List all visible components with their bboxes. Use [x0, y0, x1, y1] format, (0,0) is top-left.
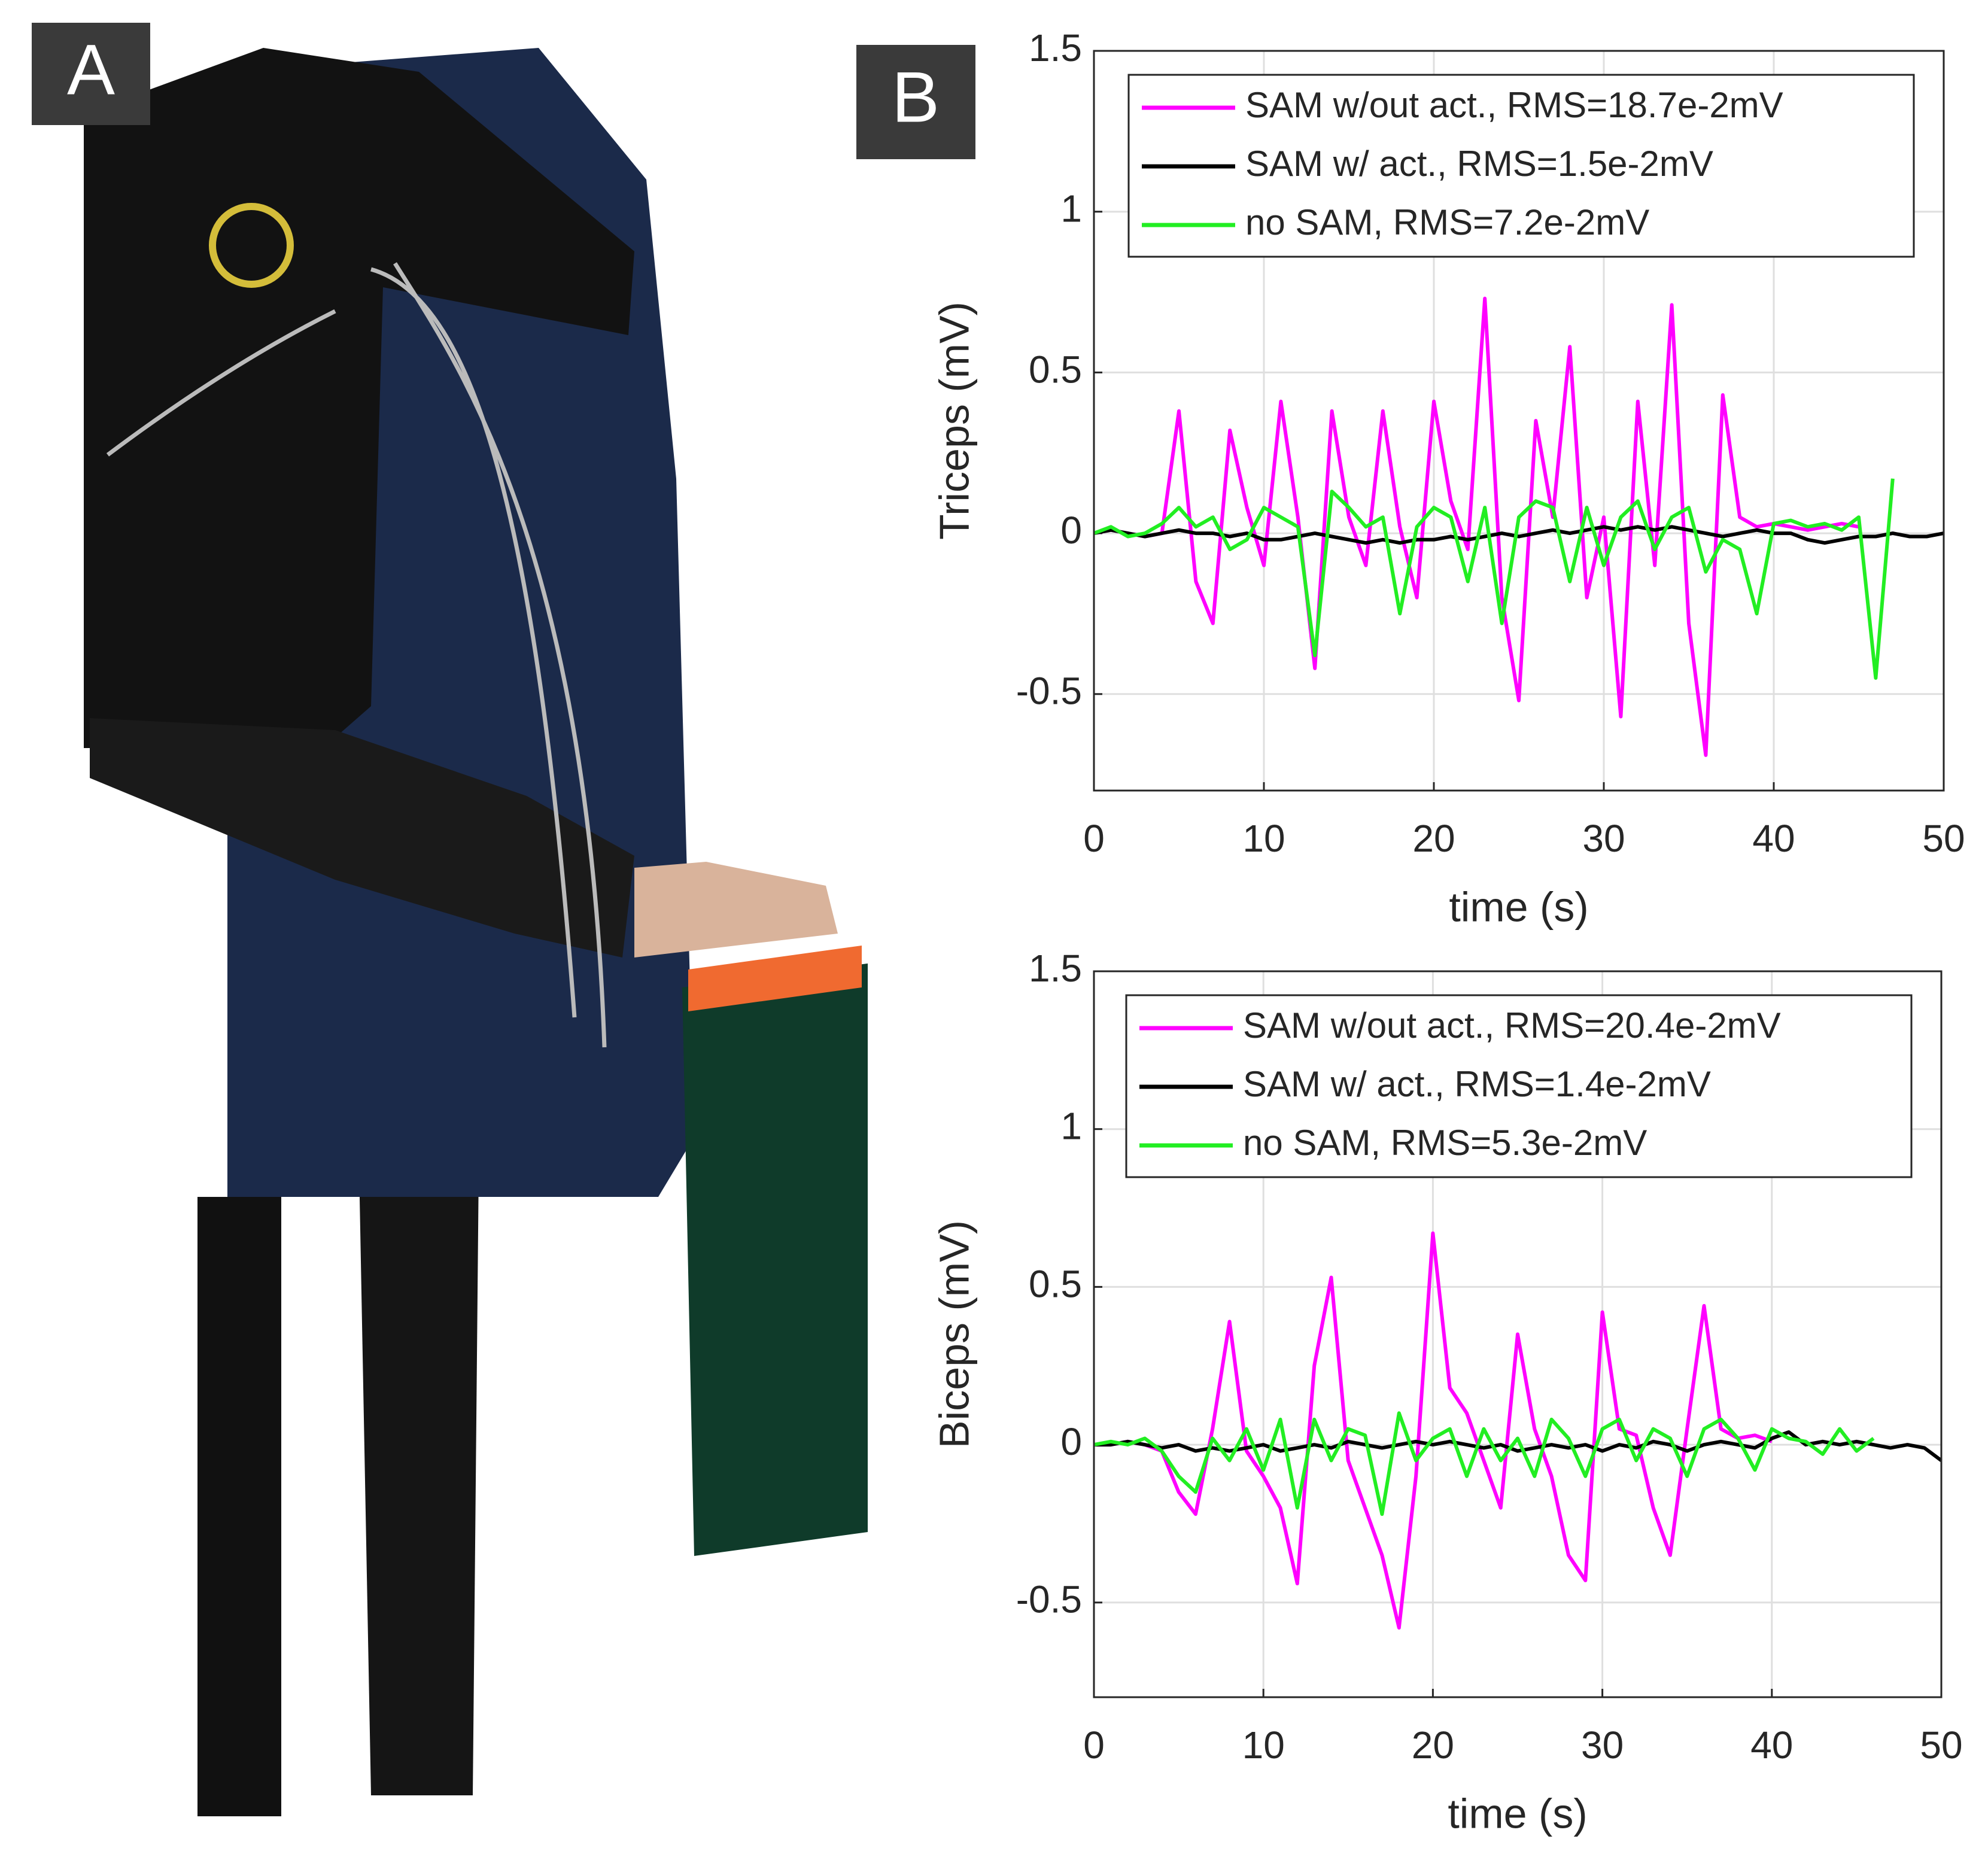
x-tick-label: 0 — [1083, 1724, 1105, 1767]
x-tick-label: 10 — [1242, 1724, 1285, 1767]
leg — [359, 1167, 479, 1795]
y-tick-label: 0 — [1060, 509, 1082, 552]
y-tick-label: 1.5 — [1029, 26, 1082, 69]
x-tick-label: 30 — [1582, 817, 1625, 860]
data-line — [1093, 525, 1944, 545]
y-tick-label: 0 — [1060, 1420, 1082, 1463]
plot-frame — [1093, 50, 1945, 792]
y-tick-label: 1 — [1060, 187, 1082, 230]
x-tick-label: 40 — [1750, 1724, 1793, 1767]
y-tick-label: 0.5 — [1029, 1262, 1082, 1305]
data-line — [1093, 296, 1859, 757]
logo — [209, 203, 294, 288]
x-tick-label: 40 — [1752, 817, 1795, 860]
panel-label: A — [67, 30, 115, 110]
cables — [106, 262, 607, 1048]
legend-label: SAM w/out act., RMS=18.7e-2mV — [1245, 85, 1783, 125]
y-tick-label: 0.5 — [1029, 348, 1082, 391]
legend-label: SAM w/ act., RMS=1.4e-2mV — [1243, 1064, 1711, 1104]
legend-label: SAM w/ act., RMS=1.5e-2mV — [1245, 144, 1713, 184]
x-tick-label: 20 — [1412, 1724, 1454, 1767]
x-tick-label: 50 — [1922, 817, 1965, 860]
case — [682, 964, 868, 1556]
panel-label-box — [32, 23, 150, 125]
forearm-brace — [90, 718, 634, 958]
data-line — [1093, 478, 1895, 680]
y-axis-label: Biceps (mV) — [931, 1220, 977, 1448]
x-tick-label: 50 — [1920, 1724, 1962, 1767]
x-tick-label: 10 — [1242, 817, 1285, 860]
leg — [197, 1197, 281, 1816]
legend-box — [1127, 74, 1915, 258]
legend-label: no SAM, RMS=5.3e-2mV — [1243, 1123, 1647, 1163]
legend-label: no SAM, RMS=7.2e-2mV — [1245, 202, 1649, 242]
panel-label: B — [892, 57, 940, 138]
x-tick-label: 0 — [1083, 817, 1105, 860]
legend-label: SAM w/out act., RMS=20.4e-2mV — [1243, 1005, 1781, 1045]
x-tick-label: 30 — [1581, 1724, 1624, 1767]
y-tick-label: 1.5 — [1029, 947, 1082, 990]
hand — [634, 862, 838, 958]
panel-label-box — [856, 45, 975, 159]
photo — [84, 48, 868, 1816]
y-tick-label: 1 — [1060, 1105, 1082, 1148]
x-tick-label: 20 — [1412, 817, 1455, 860]
y-tick-label: -0.5 — [1016, 670, 1082, 713]
y-axis-label: Triceps (mV) — [931, 302, 977, 540]
x-axis-label: time (s) — [1449, 883, 1588, 930]
plot-frame — [1093, 970, 1943, 1698]
case-latch — [688, 946, 862, 1011]
y-tick-label: -0.5 — [1016, 1578, 1082, 1621]
data-line — [1093, 1411, 1875, 1516]
legend-box — [1125, 994, 1913, 1178]
x-axis-label: time (s) — [1448, 1790, 1587, 1837]
